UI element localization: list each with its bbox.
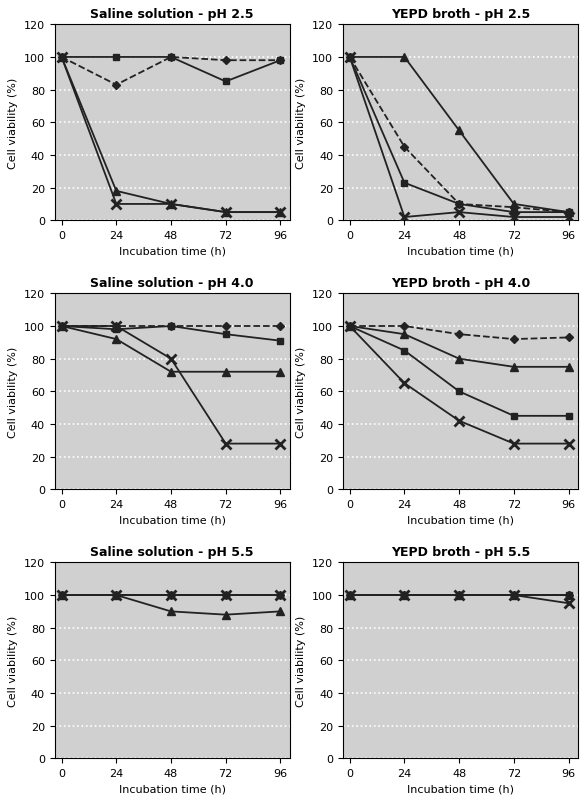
Y-axis label: Cell viability (%): Cell viability (%) <box>8 346 18 437</box>
X-axis label: Incubation time (h): Incubation time (h) <box>407 515 514 525</box>
X-axis label: Incubation time (h): Incubation time (h) <box>118 784 226 794</box>
X-axis label: Incubation time (h): Incubation time (h) <box>118 515 226 525</box>
Y-axis label: Cell viability (%): Cell viability (%) <box>297 615 306 706</box>
X-axis label: Incubation time (h): Incubation time (h) <box>407 246 514 256</box>
Title: YEPD broth - pH 2.5: YEPD broth - pH 2.5 <box>391 8 530 22</box>
Title: Saline solution - pH 5.5: Saline solution - pH 5.5 <box>90 546 254 559</box>
Y-axis label: Cell viability (%): Cell viability (%) <box>8 78 18 168</box>
Title: Saline solution - pH 4.0: Saline solution - pH 4.0 <box>90 277 254 290</box>
Y-axis label: Cell viability (%): Cell viability (%) <box>8 615 18 706</box>
Y-axis label: Cell viability (%): Cell viability (%) <box>297 346 306 437</box>
Y-axis label: Cell viability (%): Cell viability (%) <box>297 78 306 168</box>
Title: YEPD broth - pH 4.0: YEPD broth - pH 4.0 <box>391 277 530 290</box>
X-axis label: Incubation time (h): Incubation time (h) <box>407 784 514 794</box>
Title: YEPD broth - pH 5.5: YEPD broth - pH 5.5 <box>391 546 530 559</box>
Title: Saline solution - pH 2.5: Saline solution - pH 2.5 <box>90 8 254 22</box>
X-axis label: Incubation time (h): Incubation time (h) <box>118 246 226 256</box>
